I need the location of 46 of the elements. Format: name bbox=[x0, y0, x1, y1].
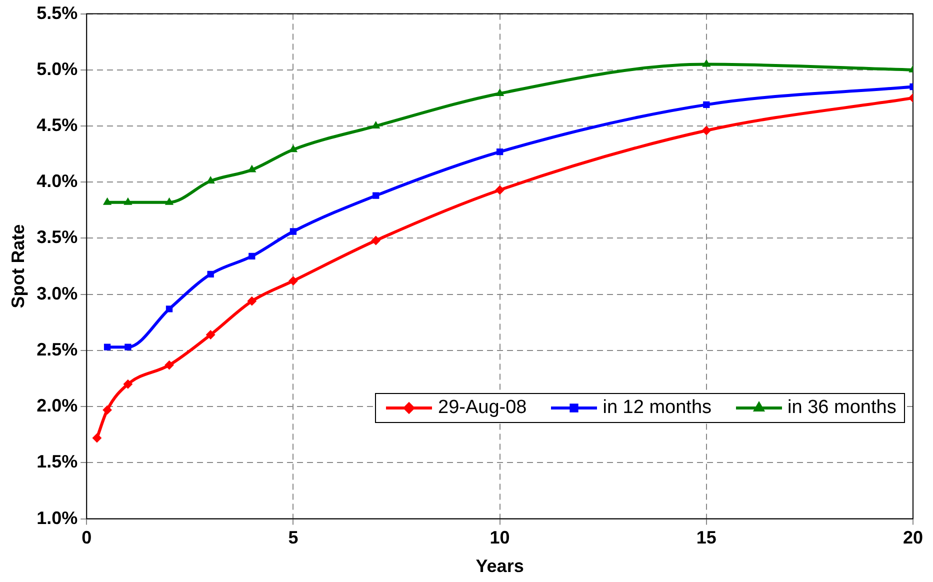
y-tick-label: 3.0% bbox=[36, 283, 78, 304]
point bbox=[104, 344, 111, 350]
point bbox=[103, 198, 112, 205]
y-tick-label: 2.0% bbox=[36, 396, 78, 416]
legend-label: 29-Aug-08 bbox=[438, 396, 527, 419]
point bbox=[92, 434, 102, 442]
point bbox=[165, 198, 174, 205]
x-axis-title: Years bbox=[476, 556, 524, 576]
y-axis-title: Spot Rate bbox=[8, 224, 28, 308]
point bbox=[371, 236, 380, 245]
point bbox=[207, 270, 214, 278]
point bbox=[496, 148, 504, 156]
legend-label: in 12 months bbox=[602, 396, 712, 419]
y-tick-label: 5.0% bbox=[36, 58, 78, 79]
y-tick-label: 4.0% bbox=[36, 171, 78, 192]
point bbox=[290, 228, 297, 235]
point bbox=[166, 306, 173, 312]
point bbox=[703, 101, 710, 108]
point bbox=[495, 185, 504, 194]
x-tick-label: 20 bbox=[902, 528, 924, 548]
x-tick-label: 5 bbox=[288, 528, 298, 548]
y-tick-label: 5.5% bbox=[36, 2, 78, 23]
point bbox=[124, 344, 132, 350]
point bbox=[702, 126, 711, 136]
x-tick-label: 15 bbox=[696, 528, 716, 548]
point bbox=[372, 122, 380, 129]
point bbox=[288, 276, 298, 286]
y-tick-label: 4.5% bbox=[36, 114, 78, 135]
point bbox=[123, 380, 132, 389]
point bbox=[372, 192, 380, 199]
point bbox=[248, 252, 256, 260]
point bbox=[124, 198, 132, 205]
legend-label: in 36 months bbox=[788, 396, 896, 419]
point bbox=[206, 330, 216, 340]
point bbox=[247, 296, 256, 306]
point bbox=[102, 405, 112, 414]
point bbox=[702, 60, 710, 67]
y-tick-label: 2.5% bbox=[36, 339, 78, 360]
point bbox=[496, 88, 504, 96]
point bbox=[206, 176, 215, 184]
x-tick-label: 10 bbox=[490, 528, 510, 548]
y-tick-label: 1.5% bbox=[36, 452, 78, 472]
y-tick-label: 3.5% bbox=[36, 227, 78, 248]
y-tick-label: 1.0% bbox=[36, 508, 78, 528]
point bbox=[164, 360, 174, 370]
x-tick-label: 0 bbox=[82, 528, 92, 548]
